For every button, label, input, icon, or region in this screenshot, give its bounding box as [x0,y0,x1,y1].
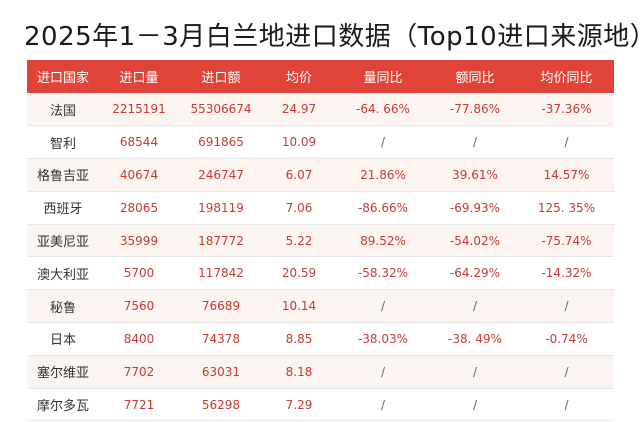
table-row: 日本 8400 74378 8.85 -38.03% -38. 49% -0.74% [27,322,614,356]
import-data-table-container: 进口国家 进口量 进口额 均价 量同比 额同比 均价同比 法国 2215191 55… [27,60,614,421]
cell-volume: 40674 [119,167,159,182]
cell-country: 日本 [49,333,76,349]
cell-value-yoy: / [472,299,478,314]
cell-value: 691865 [198,135,244,150]
cell-country: 西班牙 [43,202,83,218]
import-data-table: 进口国家 进口量 进口额 均价 量同比 额同比 均价同比 法国 2215191 55… [27,60,614,421]
table-row: 亚美尼亚 35999 187772 5.22 89.52% -54.02% -75.74% [27,224,614,257]
cell-country: 法国 [49,103,76,119]
cell-volume-yoy: -86.66% [357,200,409,215]
cell-price-yoy: 14.57% [543,167,590,182]
header-country: 进口国家 [36,71,89,86]
cell-volume-yoy: -64. 66% [356,102,410,117]
cell-value-yoy: -54.02% [449,233,501,248]
cell-volume-yoy: 89.52% [360,233,406,248]
cell-value: 55306674 [190,102,252,117]
table-row: 法国 2215191 55306674 24.97 -64. 66% -77.86% -37… [27,93,614,126]
page-title: 2025年1－3月白兰地进口数据（Top10进口来源地） [24,22,640,52]
cell-volume-yoy: -38.03% [357,331,409,346]
cell-avg-price: 20.59 [281,266,317,281]
cell-value: 117842 [198,266,244,281]
cell-price-yoy: / [564,364,569,379]
cell-price-yoy: -0.74% [545,331,588,346]
cell-value: 63031 [201,364,241,379]
cell-price-yoy: 125. 35% [537,200,596,215]
table-row: 塞尔维亚 7702 63031 8.18 / / / [27,355,614,389]
cell-country: 摩尔多瓦 [36,399,89,415]
cell-volume: 8400 [123,331,155,346]
cell-value-yoy: -77.86% [449,102,501,117]
cell-volume-yoy: -58.32% [357,266,409,281]
cell-country: 格鲁吉亚 [36,169,89,185]
cell-avg-price: 8.18 [285,364,313,379]
table-row: 摩尔多瓦 7721 56298 7.29 / / / [27,388,614,421]
cell-value-yoy: / [472,135,478,150]
cell-price-yoy: -37.36% [541,102,592,117]
cell-value-yoy: -69.93% [449,200,501,215]
cell-value-yoy: / [472,364,478,379]
cell-volume-yoy: / [380,397,386,412]
cell-volume: 28065 [119,200,159,215]
cell-avg-price: 7.29 [285,397,313,412]
cell-value: 76689 [201,299,241,314]
cell-avg-price: 24.97 [281,102,317,117]
cell-country: 塞尔维亚 [36,366,89,382]
cell-country: 秘鲁 [49,300,76,316]
header-value-yoy: 额同比 [455,71,495,86]
cell-volume-yoy: / [380,364,386,379]
cell-avg-price: 6.07 [285,167,313,182]
cell-volume-yoy: / [380,135,386,150]
table-header-row: 进口国家 进口量 进口额 均价 量同比 额同比 均价同比 [27,60,614,93]
cell-value-yoy: -38. 49% [448,331,502,346]
cell-volume-yoy: / [380,299,386,314]
table-row: 秘鲁 7560 76689 10.14 / / / [27,289,614,323]
cell-country: 智利 [49,136,76,152]
cell-price-yoy: -14.32% [541,266,592,281]
cell-volume: 68544 [119,135,159,150]
cell-value-yoy: 39.61% [452,167,498,182]
cell-price-yoy: / [564,135,569,150]
cell-value: 74378 [201,331,241,346]
cell-country: 亚美尼亚 [36,235,89,251]
cell-volume: 7560 [123,299,155,314]
cell-value: 56298 [201,397,241,412]
table-row: 智利 68544 691865 10.09 / / / [27,125,614,159]
cell-value: 198119 [198,200,244,215]
cell-avg-price: 10.14 [281,299,317,314]
cell-volume-yoy: 21.86% [360,167,406,182]
cell-volume: 5700 [123,266,155,281]
cell-avg-price: 10.09 [281,135,317,150]
cell-country: 澳大利亚 [36,267,89,283]
cell-value-yoy: / [472,397,478,412]
table-row: 格鲁吉亚 40674 246747 6.07 21.86% 39.61% 14.57% [27,158,614,192]
cell-volume: 7702 [123,364,155,379]
cell-avg-price: 8.85 [285,331,313,346]
header-volume: 进口量 [119,71,159,86]
cell-avg-price: 7.06 [285,200,313,215]
cell-value: 187772 [198,233,244,248]
table-row: 澳大利亚 5700 117842 20.59 -58.32% -64.29% -14.32% [27,256,614,290]
cell-volume: 7721 [123,397,155,412]
cell-price-yoy: -75.74% [541,233,592,248]
cell-price-yoy: / [564,397,569,412]
header-price-yoy: 均价同比 [540,71,593,86]
cell-volume: 2215191 [112,102,166,117]
cell-value-yoy: -64.29% [449,266,501,281]
cell-avg-price: 5.22 [285,233,313,248]
header-value: 进口额 [201,71,241,86]
cell-volume: 35999 [119,233,159,248]
table-row: 西班牙 28065 198119 7.06 -86.66% -69.93% 125. 35% [27,191,614,225]
cell-value: 246747 [198,167,244,182]
header-volume-yoy: 量同比 [363,71,403,86]
header-avg-price: 均价 [285,71,312,86]
cell-price-yoy: / [564,299,569,314]
